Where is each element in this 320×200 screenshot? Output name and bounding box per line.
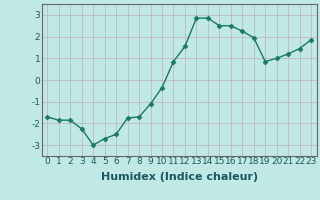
- X-axis label: Humidex (Indice chaleur): Humidex (Indice chaleur): [100, 172, 258, 182]
